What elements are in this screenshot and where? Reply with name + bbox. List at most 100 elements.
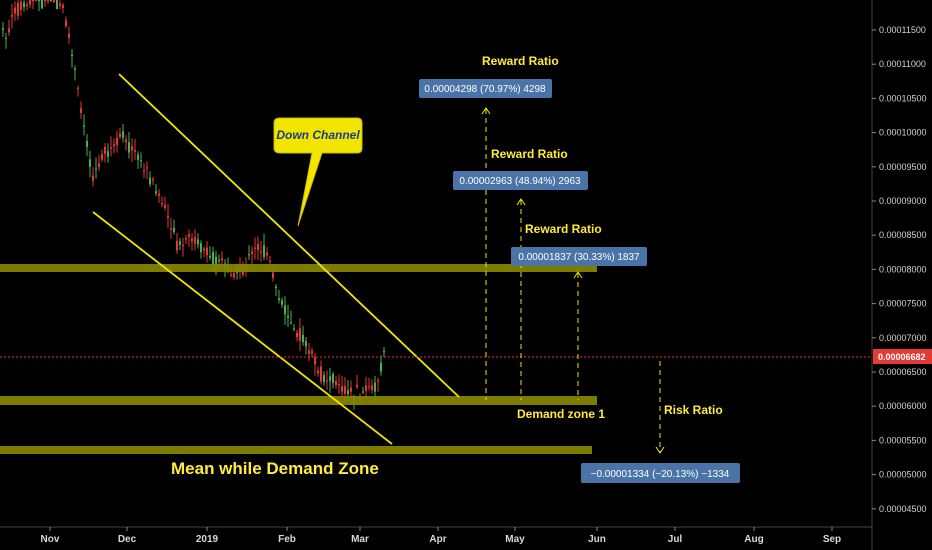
reward-arrow-3 bbox=[573, 271, 583, 279]
price-tick-label: 0.00004500 bbox=[879, 504, 927, 514]
candle-body bbox=[248, 254, 250, 256]
candle-body bbox=[287, 315, 289, 318]
down-channel-callout[interactable] bbox=[273, 117, 363, 227]
candle-body bbox=[65, 20, 67, 27]
candle-body bbox=[290, 322, 292, 324]
candle-body bbox=[62, 5, 64, 8]
candle-body bbox=[374, 382, 376, 392]
candle-body bbox=[56, 0, 58, 10]
candle-body bbox=[296, 332, 298, 338]
candle-body bbox=[272, 272, 274, 279]
price-tick-label: 0.00008500 bbox=[879, 230, 927, 240]
candle-body bbox=[131, 146, 133, 151]
channel-lower-line[interactable] bbox=[92, 211, 393, 445]
candle-body bbox=[155, 191, 157, 194]
time-axis[interactable]: Nov Dec 2019 Feb Mar Apr May Jun Jul Aug Sep bbox=[41, 527, 842, 545]
candle-body bbox=[161, 203, 163, 205]
candle-body bbox=[305, 341, 307, 347]
candle-body bbox=[281, 300, 283, 305]
candle-body bbox=[92, 175, 94, 181]
candle-body bbox=[251, 251, 253, 254]
price-tick-label: 0.00005000 bbox=[879, 470, 927, 480]
candle-body bbox=[107, 151, 109, 157]
price-tick-label: 0.00005500 bbox=[879, 435, 927, 445]
measure-box-risk[interactable] bbox=[581, 463, 740, 483]
candle-body bbox=[347, 390, 349, 395]
risk-arrow bbox=[655, 446, 665, 454]
candle-body bbox=[89, 159, 91, 167]
candle-body bbox=[263, 245, 265, 257]
time-tick-label: Feb bbox=[278, 534, 296, 545]
candle-body bbox=[182, 244, 184, 247]
price-tick-label: 0.00008000 bbox=[879, 264, 927, 274]
candle-body bbox=[215, 256, 217, 266]
candle-body bbox=[44, 0, 46, 2]
measure-box-3[interactable] bbox=[511, 247, 647, 266]
reward-arrow-2 bbox=[516, 198, 526, 206]
candle-body bbox=[206, 247, 208, 256]
candle-body bbox=[266, 252, 268, 256]
candle-body bbox=[311, 350, 313, 354]
down-channel-label: Down Channel bbox=[276, 128, 360, 142]
candle-body bbox=[233, 272, 235, 278]
candle-body bbox=[176, 240, 178, 251]
candle-body bbox=[365, 385, 367, 391]
candle-body bbox=[203, 248, 205, 251]
measure-box-1[interactable] bbox=[419, 79, 552, 98]
candle-body bbox=[341, 386, 343, 392]
measure-box-3-text: 0.00001837 (30.33%) 1837 bbox=[518, 252, 640, 263]
candle-body bbox=[314, 357, 316, 365]
candle-body bbox=[104, 146, 106, 154]
time-tick-label: May bbox=[505, 534, 525, 545]
candle-body bbox=[323, 375, 325, 382]
candle-body bbox=[77, 87, 79, 89]
candle-body bbox=[152, 179, 154, 181]
candle-body bbox=[125, 139, 127, 143]
candle-body bbox=[188, 234, 190, 237]
reward-ratio-label-3: Reward Ratio bbox=[525, 222, 602, 236]
mean-while-demand-zone[interactable] bbox=[0, 446, 592, 454]
candle-body bbox=[128, 142, 130, 153]
candle-body bbox=[326, 380, 328, 382]
reward-ratio-label-2: Reward Ratio bbox=[491, 147, 568, 161]
time-tick-label: Dec bbox=[118, 534, 137, 545]
candle-body bbox=[257, 243, 259, 250]
candle-body bbox=[302, 334, 304, 343]
candle-body bbox=[344, 386, 346, 394]
candle-body bbox=[371, 385, 373, 390]
measure-box-2[interactable] bbox=[453, 171, 588, 190]
candle-body bbox=[377, 380, 379, 382]
channel-upper-line[interactable] bbox=[118, 73, 460, 398]
candle-body bbox=[299, 328, 301, 341]
candle-body bbox=[11, 15, 13, 17]
price-tick-label: 0.00011000 bbox=[879, 59, 926, 69]
price-axis[interactable]: 0.00011500 0.00011000 0.00010500 0.00010000… bbox=[872, 25, 927, 514]
mean-while-demand-zone-label: Mean while Demand Zone bbox=[171, 459, 379, 478]
candle-body bbox=[110, 147, 112, 149]
price-tick-label: 0.00009000 bbox=[879, 196, 927, 206]
time-tick-label: 2019 bbox=[196, 534, 219, 545]
candle-body bbox=[191, 238, 193, 242]
candle-body bbox=[38, 0, 40, 2]
price-tick-label: 0.00010500 bbox=[879, 93, 927, 103]
candle-body bbox=[14, 7, 16, 14]
candle-body bbox=[362, 391, 364, 393]
current-price-label-bg bbox=[873, 349, 932, 364]
candle-body bbox=[74, 68, 76, 70]
candle-body bbox=[17, 3, 19, 16]
time-tick-label: Aug bbox=[744, 534, 763, 545]
candle-body bbox=[98, 163, 100, 168]
candle-body bbox=[71, 54, 73, 57]
candle-body bbox=[158, 193, 160, 196]
demand-zone-1[interactable] bbox=[0, 396, 597, 405]
candle-body bbox=[269, 260, 271, 262]
reward-ratio-label-1: Reward Ratio bbox=[482, 54, 559, 68]
resistance-zone[interactable] bbox=[0, 264, 597, 272]
candle-body bbox=[167, 215, 169, 218]
candle-body bbox=[26, 4, 28, 7]
candle-body bbox=[242, 270, 244, 275]
candle-body bbox=[53, 0, 55, 3]
candle-body bbox=[23, 2, 25, 8]
candle-body bbox=[383, 350, 385, 353]
